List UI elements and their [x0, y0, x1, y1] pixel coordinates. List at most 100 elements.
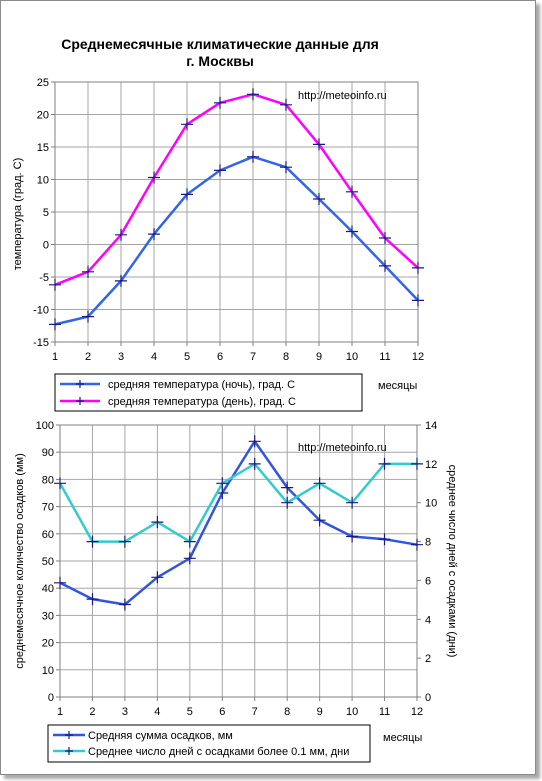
data-point-marker: [49, 318, 61, 331]
y-tick-label: 0: [48, 692, 54, 704]
y-tick-label: 40: [42, 583, 54, 595]
data-point-marker: [151, 571, 164, 584]
y-tick-label: 10: [37, 175, 49, 187]
x-tick-label: 10: [346, 706, 358, 718]
data-point-marker: [148, 171, 160, 184]
y-tick-label: 5: [43, 207, 49, 219]
data-point-marker: [118, 598, 131, 611]
legend-item-day: средняя температура (день), град. С: [60, 396, 296, 408]
data-point-marker: [346, 530, 359, 543]
y-tick-label: -15: [33, 337, 49, 349]
data-point-marker: [248, 435, 261, 448]
legend-label: средняя температура (день), град. С: [108, 396, 296, 408]
y-tick-label: 20: [42, 638, 54, 650]
y-right-tick-label: 0: [425, 692, 431, 704]
legend-marker: [76, 380, 84, 388]
y-tick-label: 80: [42, 474, 54, 486]
data-point-marker: [216, 477, 229, 490]
data-point-marker: [151, 516, 164, 529]
data-point-marker: [280, 98, 292, 111]
x-tick-label: 4: [154, 706, 160, 718]
data-point-marker: [247, 150, 259, 163]
data-point-marker: [115, 274, 127, 287]
y-axis-label-right: среднее число дней с осадками (дни): [446, 465, 458, 658]
y-tick-label: 10: [42, 665, 54, 677]
data-point-marker: [183, 535, 196, 548]
data-point-marker: [49, 278, 61, 291]
legend-label: Среднее число дней с осадками более 0.1 …: [88, 746, 349, 758]
data-point-marker: [214, 164, 226, 177]
x-tick-label: 3: [122, 706, 128, 718]
x-tick-label: 8: [283, 351, 289, 363]
data-point-marker: [183, 552, 196, 565]
x-tick-label: 5: [187, 706, 193, 718]
data-point-marker: [313, 514, 326, 527]
y-right-tick-label: 14: [425, 420, 437, 432]
y-tick-label: 100: [36, 420, 54, 432]
y-axis-label-left: среднемесячное количество осадков (мм): [14, 453, 26, 669]
data-point-marker: [148, 228, 160, 241]
data-point-marker: [248, 457, 261, 470]
legend-box: [54, 373, 363, 412]
y-right-tick-label: 6: [425, 575, 431, 587]
y-tick-label: 90: [42, 447, 54, 459]
x-tick-label: 8: [284, 706, 290, 718]
y-axis-label: температура (град. С): [12, 158, 24, 271]
x-tick-label: 2: [85, 351, 91, 363]
data-point-marker: [281, 496, 294, 509]
data-point-marker: [378, 457, 391, 470]
data-point-marker: [412, 261, 424, 274]
data-point-marker: [181, 118, 193, 131]
data-point-marker: [118, 535, 131, 548]
y-tick-label: 50: [42, 556, 54, 568]
chart-title: Среднемесячные климатические данные для: [61, 36, 379, 52]
series-line-1: [59, 440, 418, 606]
legend-marker: [65, 731, 73, 739]
data-point-marker: [346, 225, 358, 238]
y-right-tick-label: 2: [425, 653, 431, 665]
y-right-tick-label: 10: [425, 498, 437, 510]
data-point-marker: [86, 593, 99, 606]
legend-item-rain-days: Среднее число дней с осадками более 0.1 …: [53, 746, 349, 758]
x-tick-label: 11: [379, 706, 390, 718]
data-point-marker: [82, 265, 94, 278]
y-tick-label: -5: [39, 272, 49, 284]
data-point-marker: [247, 88, 259, 101]
data-point-marker: [54, 477, 66, 490]
y-tick-label: 15: [37, 142, 49, 154]
x-tick-label: 11: [379, 351, 390, 363]
legend-item-precip: Средняя сумма осадков, мм: [53, 730, 233, 742]
legend-label: средняя температура (ночь), град. С: [108, 379, 295, 391]
y-right-tick-label: 4: [425, 614, 431, 626]
data-point-marker: [214, 96, 226, 109]
data-point-marker: [412, 294, 424, 307]
data-point-marker: [181, 188, 193, 201]
data-point-marker: [411, 457, 423, 470]
x-tick-label: 4: [151, 351, 157, 363]
x-tick-label: 9: [317, 706, 323, 718]
data-point-marker: [313, 138, 325, 151]
data-point-marker: [411, 538, 423, 551]
y-tick-label: 0: [43, 240, 49, 252]
legend-label: Средняя сумма осадков, мм: [88, 730, 233, 742]
data-point-marker: [313, 477, 326, 490]
x-tick-label: 1: [57, 706, 63, 718]
x-tick-label: 7: [252, 706, 258, 718]
y-right-tick-label: 12: [425, 459, 437, 471]
legend-item-night: средняя температура (ночь), град. С: [60, 379, 295, 391]
data-point-marker: [379, 232, 391, 244]
x-tick-label: 7: [250, 351, 256, 363]
data-point-marker: [313, 193, 325, 205]
data-point-marker: [346, 185, 358, 198]
x-tick-label: 3: [118, 351, 124, 363]
y-tick-label: 25: [37, 77, 49, 89]
data-point-marker: [86, 535, 99, 548]
series-line-2: [58, 462, 417, 543]
y-tick-label: 20: [37, 110, 49, 122]
x-tick-label: 10: [346, 351, 358, 363]
x-tick-label: 6: [219, 706, 225, 718]
data-point-marker: [54, 576, 66, 589]
